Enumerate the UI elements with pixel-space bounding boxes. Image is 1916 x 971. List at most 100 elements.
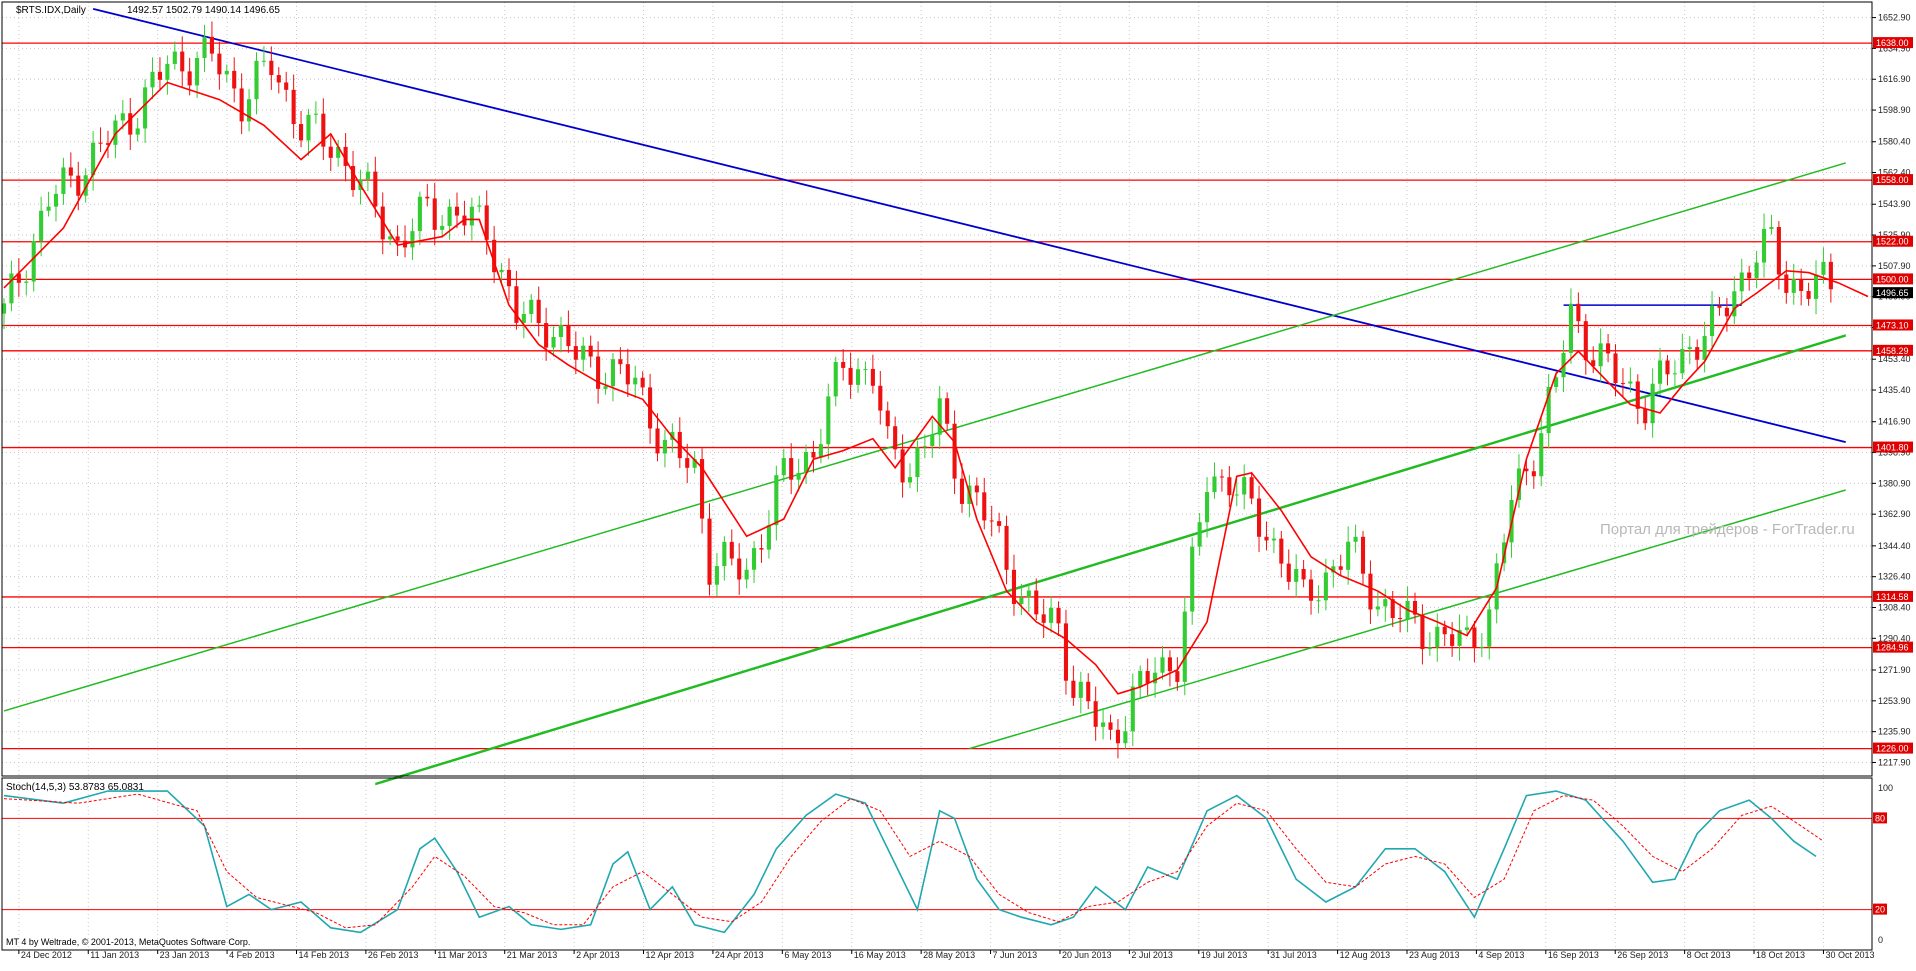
candle-body	[1190, 546, 1195, 612]
candle-body	[1160, 657, 1165, 673]
candle-body	[1606, 343, 1611, 354]
candle-body	[1034, 590, 1039, 615]
candle-body	[440, 225, 445, 230]
price-tick-label: 1308.40	[1878, 603, 1911, 613]
candle-body	[833, 361, 838, 397]
candle-body	[1323, 572, 1328, 601]
candle-body	[46, 206, 51, 211]
stoch-level-label: 80	[1875, 813, 1885, 823]
candle-body	[863, 368, 868, 370]
candle-body	[588, 345, 593, 357]
candle-body	[254, 60, 259, 100]
candle-body	[714, 566, 719, 585]
candle-body	[529, 299, 534, 314]
candle-body	[1138, 671, 1143, 687]
level-tag-label: 1401.80	[1876, 443, 1909, 453]
candle-body	[328, 146, 333, 158]
candle-body	[1145, 671, 1150, 684]
candle-body	[1516, 468, 1522, 500]
price-tick-label: 1380.90	[1878, 478, 1911, 488]
candle-body	[1450, 634, 1455, 646]
date-label: 12 Aug 2013	[1340, 950, 1391, 960]
candle-body	[603, 386, 608, 389]
candle-body	[187, 71, 192, 86]
candle-body	[224, 70, 229, 75]
candle-body	[811, 452, 816, 458]
candle-body	[544, 323, 549, 348]
date-label: 6 May 2013	[784, 950, 831, 960]
candle-body	[388, 236, 393, 240]
date-label: 16 Sep 2013	[1548, 950, 1599, 960]
price-tick-label: 1217.90	[1878, 757, 1911, 767]
level-tag	[1873, 174, 1913, 186]
price-tick-label: 1598.90	[1878, 105, 1911, 115]
stoch-level-tag	[1873, 903, 1887, 915]
level-tag-label: 1314.58	[1876, 592, 1909, 602]
candle-body	[900, 449, 905, 483]
candle-body	[1271, 538, 1276, 541]
candle-body	[1026, 590, 1031, 598]
price-tick-label: 1326.40	[1878, 572, 1911, 582]
candle-body	[1472, 627, 1477, 648]
price-tick-label: 1543.90	[1878, 199, 1911, 209]
candle-body	[506, 269, 512, 287]
price-tick-label: 1652.90	[1878, 13, 1911, 23]
candle-body	[1056, 607, 1061, 624]
candle-body	[1279, 538, 1284, 564]
candle-body	[1264, 536, 1269, 541]
candle-body	[343, 146, 348, 166]
candle-body	[633, 377, 638, 385]
candle-body	[1724, 307, 1729, 317]
moving-average-line	[3, 81, 1869, 695]
candle-body	[1086, 681, 1091, 702]
trendline-line	[92, 7, 1846, 443]
candle-body	[1294, 568, 1299, 582]
candle-body	[1041, 614, 1046, 623]
candle-body	[1420, 614, 1425, 650]
date-label: 14 Feb 2013	[298, 950, 349, 960]
candle-body	[1331, 566, 1336, 573]
candle-body	[499, 269, 504, 273]
level-tag	[1873, 441, 1913, 453]
candle-body	[744, 569, 749, 580]
candle-body	[1650, 383, 1655, 424]
main-panel-frame	[1, 1, 1873, 777]
candle-body	[373, 171, 378, 207]
candle-body	[1680, 348, 1685, 374]
date-label: 2 Apr 2013	[576, 950, 620, 960]
candle-body	[202, 36, 207, 58]
candle-body	[113, 120, 118, 145]
candle-body	[514, 286, 519, 323]
stoch-title: Stoch(14,5,3) 53.8783 65.0831	[6, 782, 144, 793]
candle-body	[878, 385, 883, 411]
candle-body	[1813, 274, 1819, 299]
candle-body	[1256, 498, 1262, 537]
candle-body	[395, 236, 400, 241]
candle-body	[1672, 373, 1677, 375]
candle-body	[1643, 408, 1648, 424]
price-tick-label: 1562.40	[1878, 168, 1911, 178]
stoch-panel-frame	[1, 777, 1873, 951]
candle-body	[180, 51, 185, 72]
candle-body	[1568, 303, 1573, 353]
candle-body	[781, 458, 786, 476]
candle-body	[1286, 563, 1291, 582]
candle-body	[1197, 522, 1202, 547]
price-tick-label: 1271.90	[1878, 665, 1911, 675]
date-label: 18 Oct 2013	[1756, 950, 1805, 960]
candle-body	[952, 423, 957, 479]
candle-body	[432, 198, 437, 230]
candle-body	[477, 205, 482, 207]
candle-body	[922, 446, 927, 448]
candle-body	[135, 128, 140, 135]
candle-body	[1242, 477, 1247, 495]
candle-body	[596, 356, 601, 389]
candle-body	[1709, 305, 1715, 336]
date-label: 11 Mar 2013	[437, 950, 487, 960]
date-label: 23 Jan 2013	[160, 950, 210, 960]
candle-body	[1695, 347, 1700, 360]
candle-body	[1747, 272, 1752, 279]
candle-body	[1049, 607, 1054, 623]
level-tag	[1873, 273, 1913, 285]
